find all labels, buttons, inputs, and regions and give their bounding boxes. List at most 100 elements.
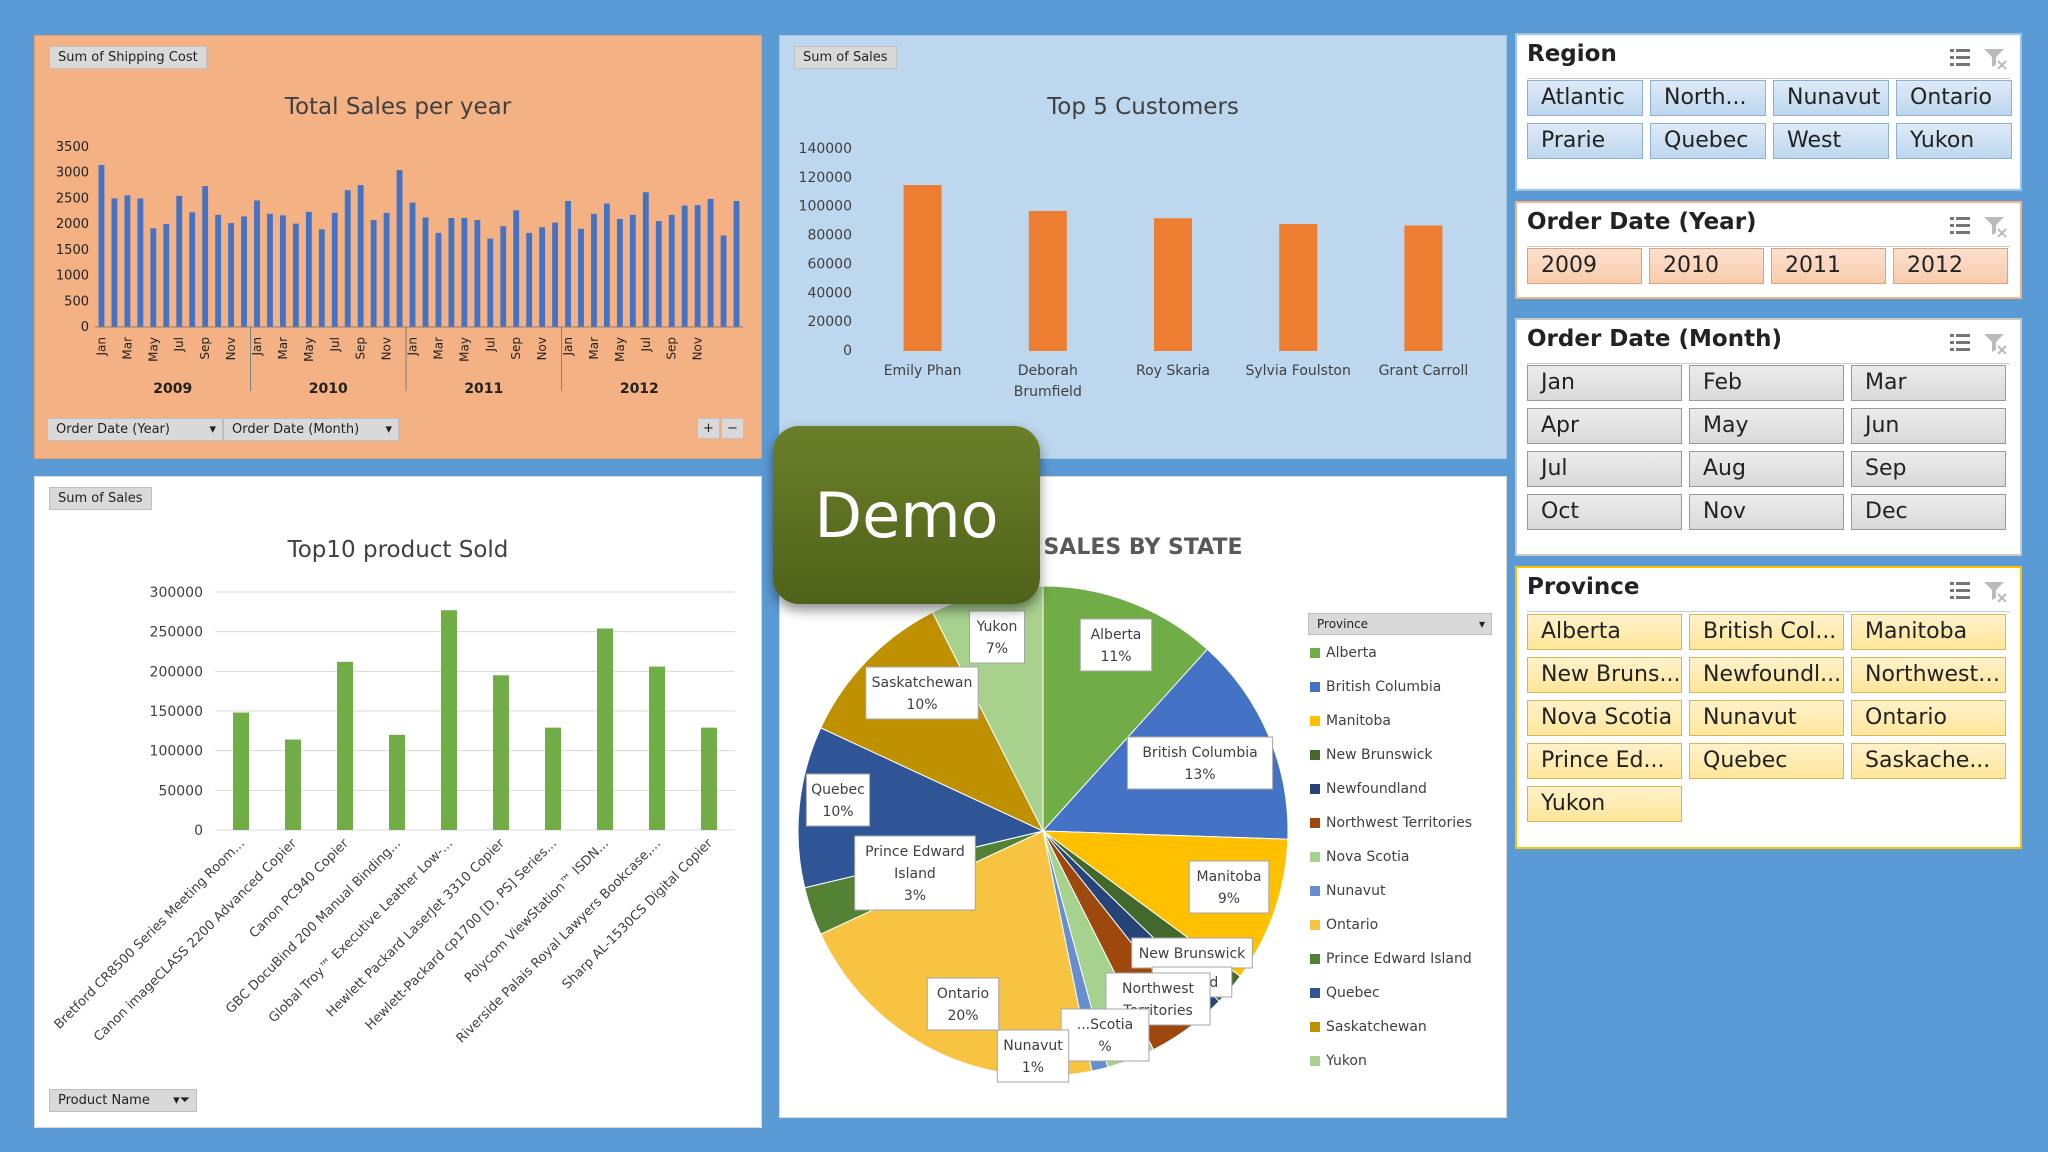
bar[interactable] — [720, 235, 727, 327]
bar[interactable] — [642, 192, 649, 327]
bar[interactable] — [150, 228, 157, 327]
expand-field-icon[interactable]: + — [697, 418, 720, 439]
bar[interactable] — [487, 238, 494, 327]
legend-entry[interactable]: Ontario — [1326, 917, 1378, 933]
bar[interactable] — [526, 232, 533, 327]
slicer-item-button[interactable]: Nova Scotia — [1527, 700, 1682, 736]
legend-entry[interactable]: Manitoba — [1326, 713, 1391, 729]
bar[interactable] — [254, 200, 260, 327]
slicer-item-button[interactable]: 2009 — [1527, 248, 1642, 284]
legend-entry[interactable]: Prince Edward Island — [1326, 951, 1472, 967]
clear-filter-icon[interactable] — [1984, 582, 2007, 602]
slicer-item-button[interactable]: Yukon — [1896, 123, 2012, 159]
bar[interactable] — [1279, 224, 1318, 351]
bar[interactable] — [389, 734, 405, 830]
slicer-item-button[interactable]: Manitoba — [1851, 614, 2006, 650]
slicer-item-button[interactable]: Apr — [1527, 408, 1682, 444]
bar[interactable] — [435, 232, 442, 327]
slicer-item-button[interactable]: Nunavut — [1689, 700, 1844, 736]
slicer-item-button[interactable]: Northwest ... — [1851, 657, 2006, 693]
bar[interactable] — [461, 217, 468, 327]
bar[interactable] — [591, 213, 597, 327]
bar[interactable] — [337, 661, 353, 830]
slicer-item-button[interactable]: 2012 — [1893, 248, 2008, 284]
slicer-item-button[interactable]: Newfoundl... — [1689, 657, 1844, 693]
field-button-sum-of-sales[interactable]: Sum of Sales — [49, 487, 152, 510]
filter-order-date-year[interactable]: Order Date (Year) ▾ — [47, 418, 223, 441]
slicer-item-button[interactable]: Jan — [1527, 365, 1682, 401]
multi-select-icon[interactable] — [1950, 217, 1970, 234]
bar[interactable] — [111, 198, 118, 327]
bar[interactable] — [331, 212, 338, 327]
bar[interactable] — [285, 739, 301, 830]
bar[interactable] — [1028, 211, 1067, 351]
legend-entry[interactable]: Alberta — [1326, 645, 1377, 661]
slicer-item-button[interactable]: North... — [1650, 80, 1766, 116]
slicer-item-button[interactable]: 2010 — [1649, 248, 1764, 284]
slicer-item-button[interactable]: Quebec — [1650, 123, 1766, 159]
slicer-item-button[interactable]: Jul — [1527, 451, 1682, 487]
bar[interactable] — [409, 202, 416, 327]
bar[interactable] — [649, 666, 665, 830]
bar[interactable] — [545, 727, 561, 830]
bar[interactable] — [552, 222, 558, 327]
clear-filter-icon[interactable] — [1984, 217, 2007, 237]
bar[interactable] — [124, 195, 131, 327]
bar[interactable] — [539, 227, 546, 327]
multi-select-icon[interactable] — [1950, 582, 1970, 599]
bar[interactable] — [318, 229, 325, 327]
slicer-item-button[interactable]: Prince Ed... — [1527, 743, 1682, 779]
multi-select-icon[interactable] — [1950, 49, 1970, 66]
slicer-item-button[interactable]: Nov — [1689, 494, 1844, 530]
slicer-item-button[interactable]: Atlantic — [1527, 80, 1643, 116]
bar[interactable] — [267, 213, 273, 327]
slicer-item-button[interactable]: West — [1773, 123, 1889, 159]
bar[interactable] — [903, 185, 942, 351]
slicer-item-button[interactable]: Nunavut — [1773, 80, 1889, 116]
bar[interactable] — [357, 185, 364, 327]
slicer-item-button[interactable]: Ontario — [1896, 80, 2012, 116]
clear-filter-icon[interactable] — [1984, 334, 2007, 354]
slicer-item-button[interactable]: Yukon — [1527, 786, 1682, 822]
slicer-item-button[interactable]: Ontario — [1851, 700, 2006, 736]
clear-filter-icon[interactable] — [1984, 49, 2007, 69]
bar[interactable] — [233, 712, 249, 830]
legend-entry[interactable]: Northwest Territories — [1326, 815, 1472, 831]
bar[interactable] — [474, 220, 481, 327]
bar[interactable] — [565, 201, 571, 327]
legend-entry[interactable]: Yukon — [1325, 1053, 1367, 1069]
bar[interactable] — [655, 221, 662, 327]
bar[interactable] — [305, 211, 312, 327]
bar[interactable] — [137, 198, 144, 327]
slicer-item-button[interactable]: Dec — [1851, 494, 2006, 530]
bar[interactable] — [163, 224, 170, 327]
legend-entry[interactable]: Saskatchewan — [1326, 1019, 1427, 1035]
bar[interactable] — [616, 219, 623, 327]
bar[interactable] — [280, 215, 286, 327]
bar[interactable] — [202, 186, 209, 327]
legend-entry[interactable]: British Columbia — [1326, 679, 1441, 695]
legend-province-filter[interactable]: Province ▾ — [1308, 613, 1492, 635]
slicer-item-button[interactable]: Feb — [1689, 365, 1844, 401]
bar[interactable] — [493, 675, 509, 830]
slicer-item-button[interactable]: Mar — [1851, 365, 2006, 401]
bar[interactable] — [733, 201, 740, 327]
legend-entry[interactable]: Quebec — [1326, 985, 1380, 1001]
collapse-field-icon[interactable]: − — [721, 418, 744, 439]
bar[interactable] — [176, 195, 183, 327]
slicer-item-button[interactable]: Oct — [1527, 494, 1682, 530]
slicer-item-button[interactable]: Quebec — [1689, 743, 1844, 779]
bar[interactable] — [681, 205, 688, 327]
legend-entry[interactable]: Nova Scotia — [1326, 849, 1409, 865]
legend-entry[interactable]: Nunavut — [1326, 883, 1386, 899]
slicer-item-button[interactable]: Saskache... — [1851, 743, 2006, 779]
bar[interactable] — [604, 203, 610, 327]
slicer-item-button[interactable]: Aug — [1689, 451, 1844, 487]
bar[interactable] — [694, 205, 701, 327]
slicer-item-button[interactable]: Alberta — [1527, 614, 1682, 650]
bar[interactable] — [701, 727, 717, 830]
legend-entry[interactable]: Newfoundland — [1326, 781, 1427, 797]
filter-product-name[interactable]: Product Name ▾⏷ — [49, 1089, 197, 1112]
bar[interactable] — [500, 226, 507, 327]
bar[interactable] — [513, 210, 520, 327]
